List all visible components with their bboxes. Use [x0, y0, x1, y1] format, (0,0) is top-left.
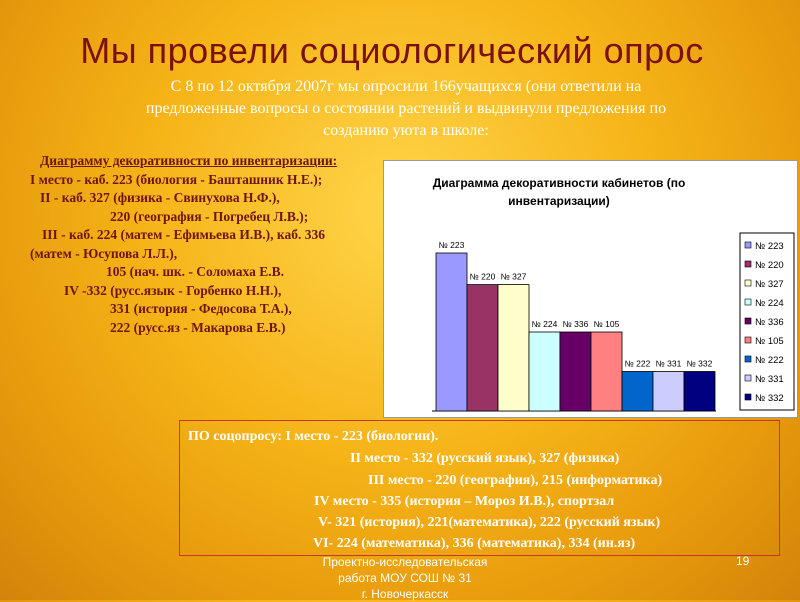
chart-bar — [528, 331, 561, 412]
legend-label: № 336 — [755, 317, 784, 328]
intro-line: созданию уюта в школе: — [323, 122, 489, 139]
legend-label: № 331 — [755, 374, 784, 385]
legend-label: № 105 — [755, 336, 784, 347]
bar-data-label: № 105 — [594, 319, 620, 329]
inventory-line: III - каб. 224 (матем - Ефимьева И.В.), … — [42, 227, 325, 242]
bar-data-label: № 327 — [501, 272, 527, 282]
decorativeness-chart: Диаграмма декоративности кабинетов (по ин… — [383, 160, 798, 418]
footer-line: г. Новочеркасск — [361, 587, 449, 601]
chart-title: Диаграмма декоративности кабинетов (по — [433, 176, 686, 190]
survey-line: V- 321 (история), 221(математика), 222 (… — [318, 515, 661, 530]
legend-swatch — [744, 374, 752, 382]
legend-label: № 222 — [755, 355, 784, 366]
inventory-line: 222 (русс.яз - Макарова Е.В.) — [110, 319, 286, 335]
legend-swatch — [744, 393, 752, 401]
chart-bar — [559, 331, 592, 412]
bar-data-label: № 331 — [656, 359, 682, 369]
bar-data-label: № 332 — [687, 359, 713, 369]
survey-line: IV место - 335 (история – Мороз И.В.), с… — [314, 494, 615, 509]
bar-data-label: № 220 — [470, 272, 496, 282]
intro-text: С 8 по 12 октября 2007г мы опросили 166у… — [96, 76, 716, 142]
legend-label: № 332 — [755, 393, 784, 404]
footer-text: Проектно-исследовательская работа МОУ СО… — [270, 554, 540, 602]
inventory-list: Диаграмму декоративности по инвентаризац… — [30, 152, 420, 337]
inventory-line: 220 (география - Погребец Л.В.); — [110, 208, 309, 224]
legend-swatch — [744, 355, 752, 363]
legend-swatch — [744, 241, 752, 249]
survey-line: III место - 220 (география), 215 (информ… — [368, 473, 663, 488]
slide-title: Мы провели социологический опрос — [80, 30, 704, 71]
bar-data-label: № 222 — [625, 359, 651, 369]
inventory-line: 105 (нач. шк. - Соломаха Е.В. — [106, 264, 284, 279]
bar-data-label: № 224 — [532, 319, 558, 329]
chart-bar — [652, 371, 685, 412]
inventory-line: IV -332 (русс.язык - Горбенко Н.Н.), — [64, 282, 282, 298]
chart-bar — [497, 284, 530, 412]
inventory-line: II - каб. 327 (физика - Свинухова Н.Ф.), — [40, 190, 280, 205]
chart-canvas: Диаграмма декоративности кабинетов (по ин… — [432, 176, 795, 412]
inventory-line: 331 (история - Федосова Т.А.), — [110, 301, 292, 316]
survey-line: ПО соцопросу: I место - 223 (биологии). — [188, 429, 439, 444]
legend-label: № 223 — [755, 241, 784, 252]
legend-label: № 327 — [755, 279, 784, 290]
legend-swatch — [744, 279, 752, 287]
chart-bar — [590, 331, 623, 412]
legend-swatch — [744, 298, 752, 306]
legend-swatch — [744, 317, 752, 325]
chart-bar — [683, 371, 716, 412]
survey-line: VI- 224 (математика), 336 (математика), … — [313, 536, 636, 551]
inventory-line: (матем - Юсупова Л.Л.), — [30, 245, 178, 261]
legend-label: № 220 — [755, 260, 784, 271]
chart-bar — [621, 371, 654, 412]
bar-data-label: № 336 — [563, 319, 589, 329]
chart-title: инвентаризации) — [508, 194, 610, 208]
intro-line: предложенные вопросы о состоянии растени… — [145, 100, 667, 117]
legend-swatch — [744, 336, 752, 344]
footer-line: Проектно-исследовательская — [322, 555, 488, 569]
footer-line: работа МОУ СОШ № 31 — [338, 571, 472, 585]
survey-line: II место - 332 (русский язык), 327 (физи… — [350, 451, 620, 466]
intro-line: С 8 по 12 октября 2007г мы опросили 166у… — [170, 78, 642, 95]
chart-bar — [435, 252, 468, 412]
inventory-heading: Диаграмму декоративности по инвентаризац… — [40, 153, 338, 168]
slide-number: 19 — [736, 554, 750, 568]
legend-label: № 224 — [755, 298, 784, 309]
inventory-line: I место - каб. 223 (биология - Башташник… — [30, 171, 323, 187]
survey-results-box: ПО соцопросу: I место - 223 (биологии). … — [179, 420, 780, 556]
bar-data-label: № 223 — [439, 240, 465, 250]
chart-bar — [466, 284, 499, 412]
legend-swatch — [744, 260, 752, 268]
